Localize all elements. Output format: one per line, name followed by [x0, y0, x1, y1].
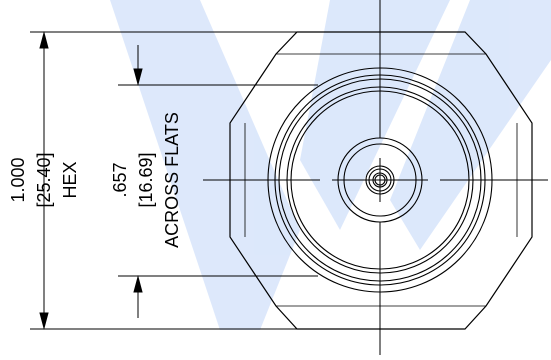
- hex-inches-text: 1.000: [8, 157, 28, 202]
- hex-nut-outline: [229, 31, 533, 330]
- across-flats-arrow-bottom: [133, 275, 143, 293]
- center-lines: [203, 0, 548, 355]
- hex-dimension-arrow-top: [39, 31, 49, 49]
- hex-dimension-arrow-bottom: [39, 312, 49, 330]
- watermark-logo: [110, 0, 551, 330]
- hex-mm-text: [25.40]: [34, 152, 54, 207]
- across-flats-label-text: ACROSS FLATS: [162, 112, 182, 248]
- hex-dimension-lines: [30, 31, 297, 330]
- across-flats-mm-text: [16.69]: [136, 152, 156, 207]
- across-flats-arrow-top: [133, 68, 143, 86]
- hex-dimension-text: 1.000 [25.40] HEX: [8, 152, 80, 207]
- hex-label-text: HEX: [60, 161, 80, 198]
- across-flats-inches-text: .657: [110, 162, 130, 197]
- across-flats-dimension-text: .657 [16.69] ACROSS FLATS: [110, 112, 182, 248]
- across-flats-dimension-lines: [118, 45, 318, 318]
